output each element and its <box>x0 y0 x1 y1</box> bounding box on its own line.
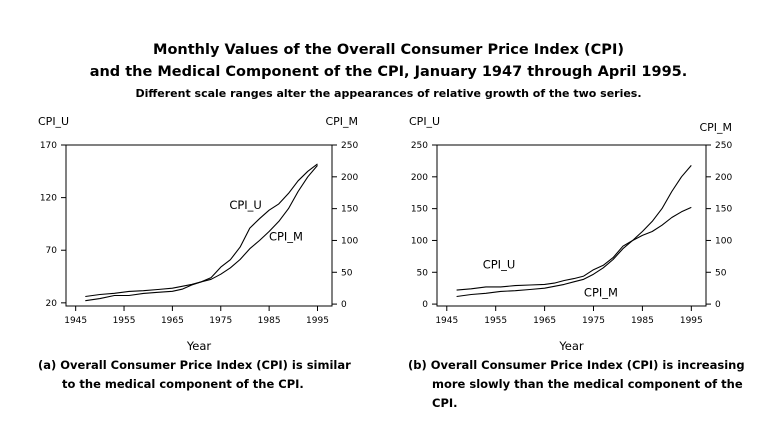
panel-b-x-tick-label: 1975 <box>582 316 605 326</box>
panel-a-series-cpi-u-line <box>85 163 318 302</box>
panel-a-x-tick-label: 1995 <box>306 316 329 326</box>
panel-b-series-label-cpi-u: CPI_U <box>483 257 516 271</box>
panel-b-x-tick-label: 1965 <box>533 316 556 326</box>
panel-b-left-axis-label: CPI_U <box>409 115 440 128</box>
caption-panel-a: (a) Overall Consumer Price Index (CPI) i… <box>38 356 368 394</box>
panel-b-right-tick-label: 50 <box>715 268 727 278</box>
caption-b-line3: CPI. <box>432 396 458 410</box>
panel-b-chart: 1945 1955 1965 1975 1985 1995 0 50 100 150 200 250 0… <box>409 115 732 353</box>
panel-a-x-tick-label: 1985 <box>258 316 281 326</box>
panel-b-right-axis-label: CPI_M <box>699 121 732 134</box>
panel-b-x-tick-label: 1995 <box>680 316 703 326</box>
panel-b-series-cpi-u-line <box>456 206 692 291</box>
panel-a-x-tick-label: 1965 <box>161 316 184 326</box>
figure-title-line1: Monthly Values of the Overall Consumer P… <box>153 42 624 58</box>
panel-a-right-axis-label: CPI_M <box>325 115 358 128</box>
panel-a-right-tick-label: 250 <box>341 141 358 151</box>
panel-b-left-tick-label: 150 <box>411 205 428 215</box>
panel-a-left-axis-label: CPI_U <box>38 115 69 128</box>
panel-a-right-tick-label: 0 <box>341 300 347 310</box>
caption-panel-b: (b) Overall Consumer Price Index (CPI) i… <box>408 356 748 413</box>
panel-a-right-tick-label: 50 <box>341 268 353 278</box>
panel-b-right-tick-label: 250 <box>715 141 732 151</box>
panel-a-x-tick-label: 1955 <box>113 316 136 326</box>
panel-b-x-tick-label: 1955 <box>484 316 507 326</box>
panel-a-left-tick-label: 20 <box>46 299 58 309</box>
figure-title-line2: and the Medical Component of the CPI, Ja… <box>89 64 688 80</box>
panel-a-plot-frame <box>65 144 333 307</box>
panel-a-left-tick-label: 70 <box>46 246 58 256</box>
panel-a-right-tick-label: 200 <box>341 173 358 183</box>
panel-b-left-tick-label: 100 <box>411 236 428 246</box>
panel-b-series-label-cpi-m: CPI_M <box>584 285 618 299</box>
panel-a-x-tick-label: 1975 <box>209 316 232 326</box>
panel-b-right-tick-label: 150 <box>715 205 732 215</box>
panel-b-right-tick-label: 0 <box>715 300 721 310</box>
panel-a-chart: 1945 1955 1965 1975 1985 1995 20 70 120 170 0 50 100… <box>38 115 358 353</box>
caption-b-line1: (b) Overall Consumer Price Index (CPI) i… <box>408 358 745 372</box>
panel-a-left-tick-label: 120 <box>40 194 57 204</box>
panel-b-left-tick-label: 0 <box>422 300 428 310</box>
panel-b-right-tick-label: 100 <box>715 236 732 246</box>
panel-a-series-label-cpi-u: CPI_U <box>229 198 262 212</box>
panel-a-x-tick-label: 1945 <box>64 316 87 326</box>
panel-b-left-tick-label: 50 <box>417 268 429 278</box>
panel-a-series-label-cpi-m: CPI_M <box>269 229 303 243</box>
panel-b-left-tick-label: 200 <box>411 173 428 183</box>
panel-b-x-tick-label: 1985 <box>631 316 654 326</box>
caption-a-line1: (a) Overall Consumer Price Index (CPI) i… <box>38 358 351 372</box>
panel-a-right-tick-label: 150 <box>341 205 358 215</box>
panel-b-plot-frame <box>436 144 707 307</box>
caption-b-line2: more slowly than the medical component o… <box>432 377 743 391</box>
panel-a-left-tick-label: 170 <box>40 141 57 151</box>
panel-a-series-cpi-m-line <box>85 165 318 298</box>
caption-a-line2: to the medical component of the CPI. <box>62 377 304 391</box>
panel-b-left-tick-label: 250 <box>411 141 428 151</box>
panel-b-x-tick-label: 1945 <box>435 316 458 326</box>
panel-b-right-tick-label: 200 <box>715 173 732 183</box>
panel-a-right-tick-label: 100 <box>341 236 358 246</box>
panel-b-series-cpi-m-line <box>456 165 692 298</box>
figure-subtitle: Different scale ranges alter the appeara… <box>135 87 642 100</box>
panel-b-x-axis-label: Year <box>558 339 584 353</box>
panel-a-x-axis-label: Year <box>186 339 212 353</box>
